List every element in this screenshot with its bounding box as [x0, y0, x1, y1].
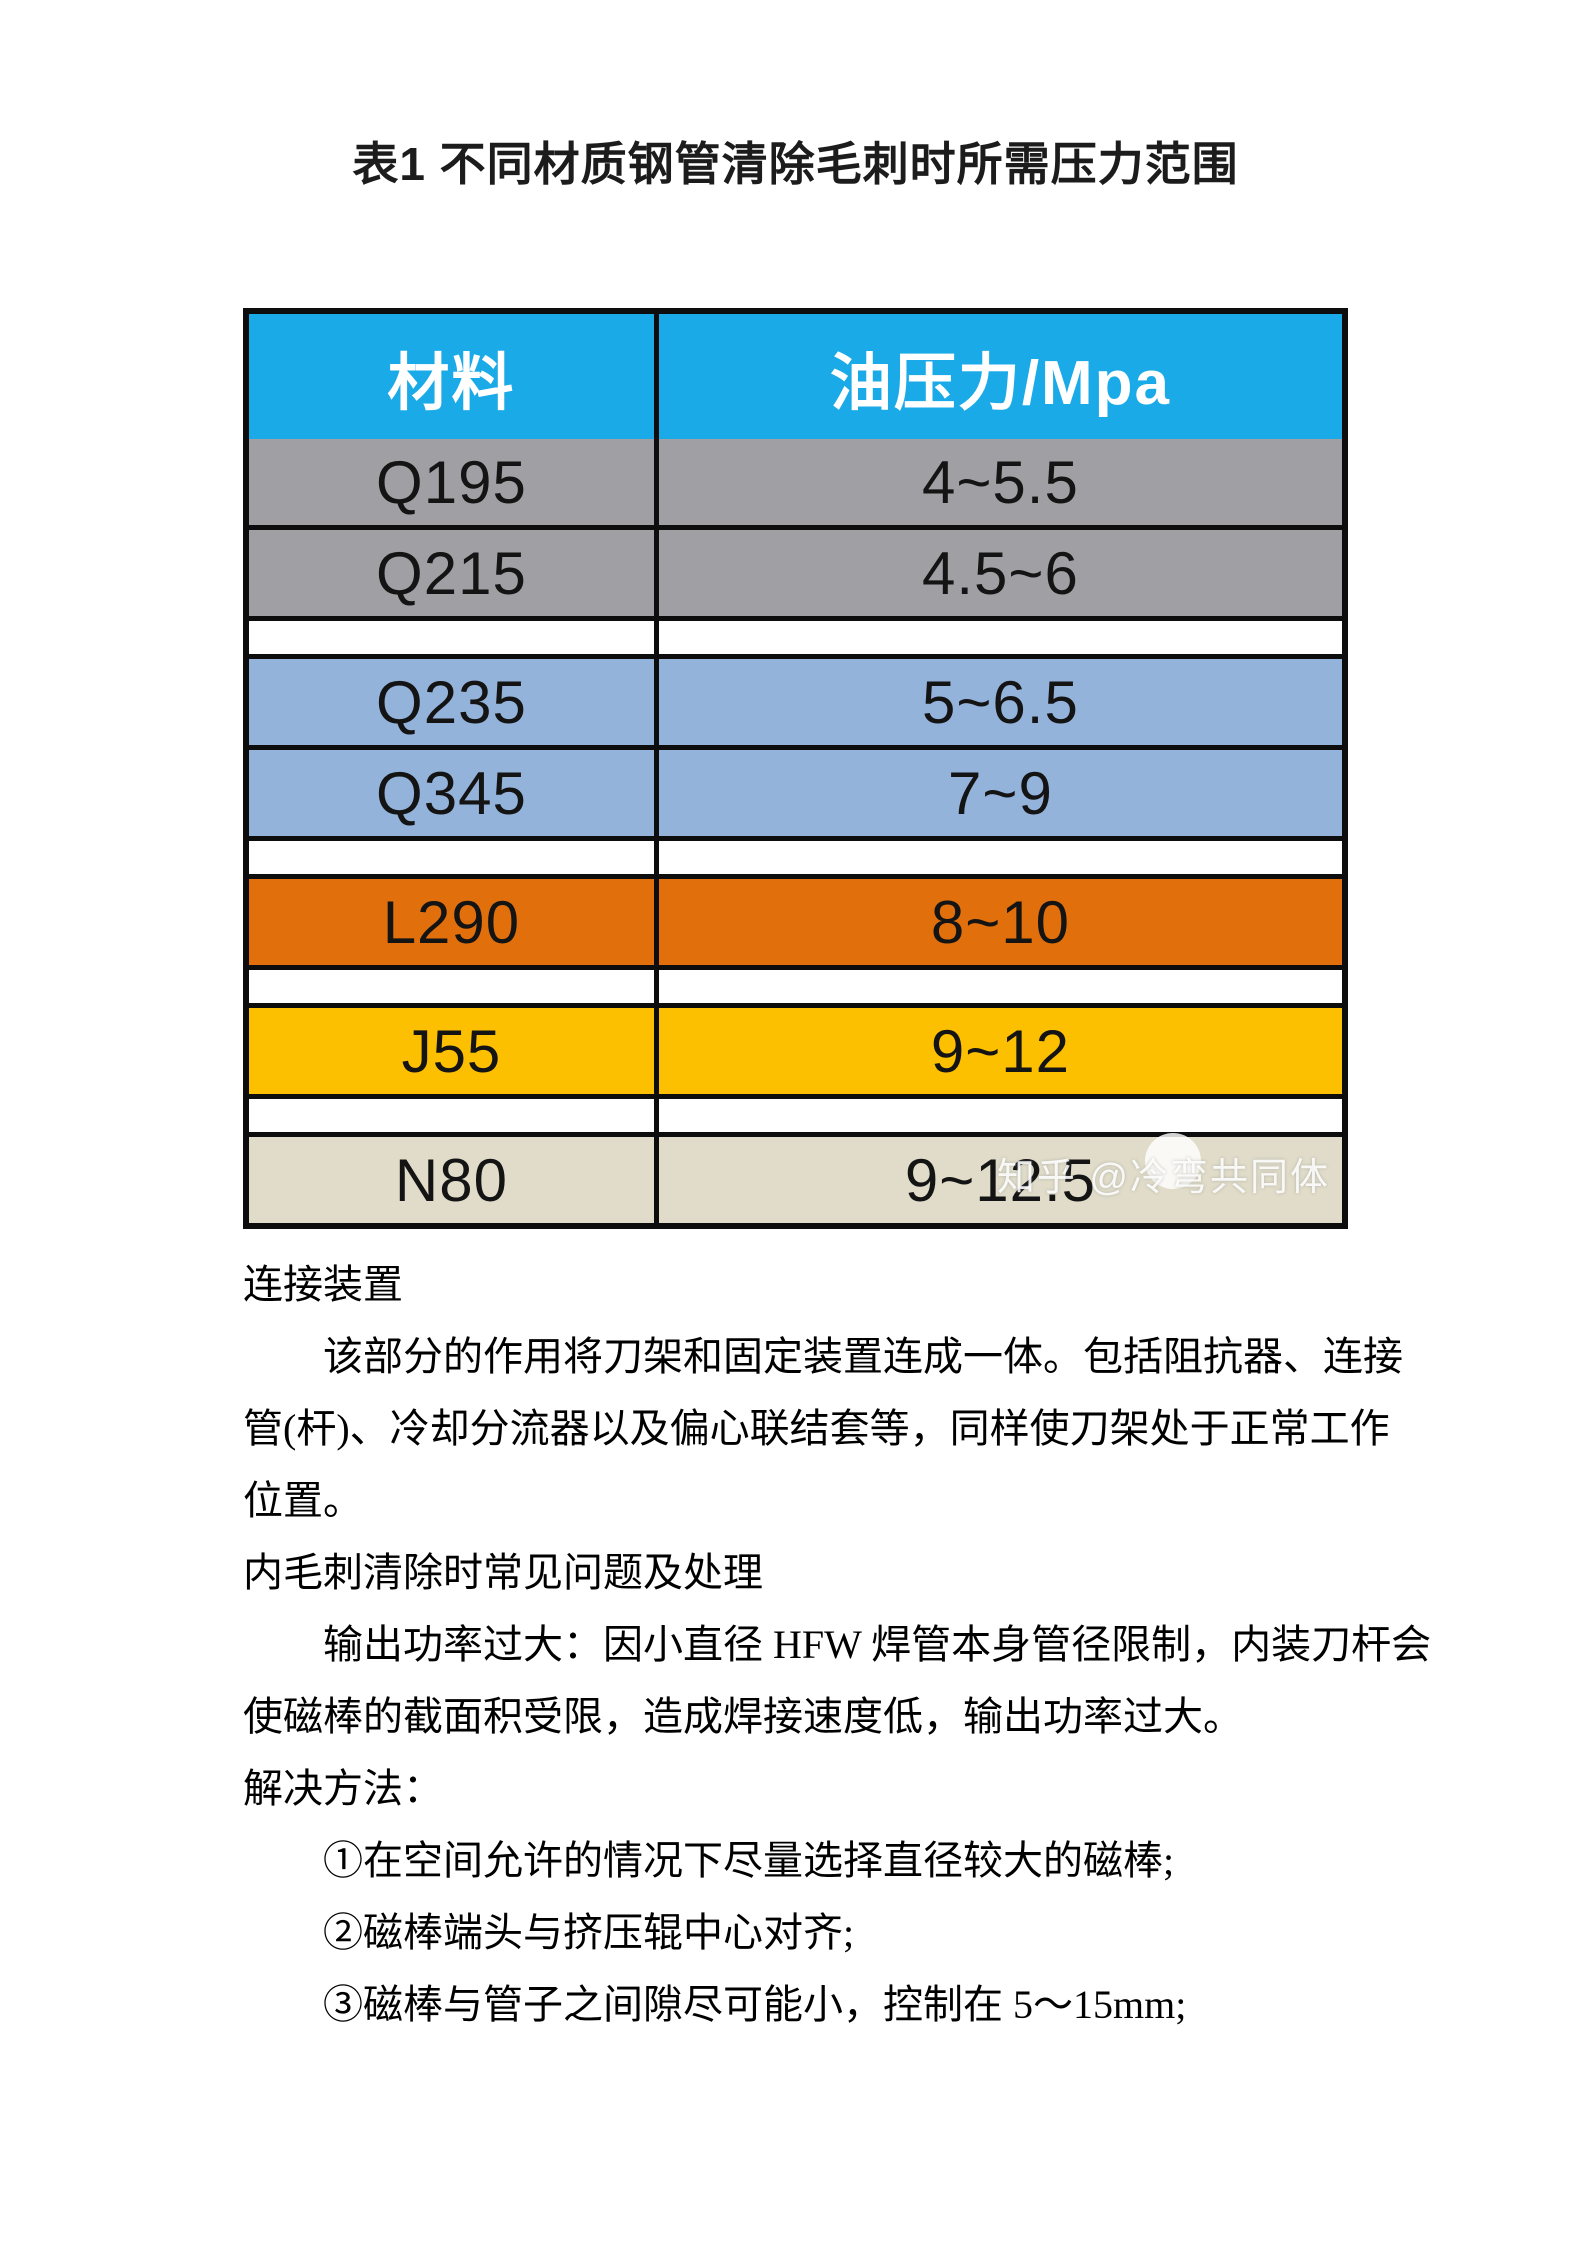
spacer-cell — [249, 1099, 659, 1132]
spacer-cell — [249, 621, 659, 654]
table-body: Q195 4~5.5 Q215 4.5~6 Q235 5~6.5 Q345 7~9 L290 8~… — [249, 439, 1342, 1223]
spacer-row — [249, 1094, 1342, 1132]
watermark-avatar-icon — [1144, 1133, 1201, 1189]
material-cell: J55 — [249, 1008, 659, 1094]
table-title: 表1 不同材质钢管清除毛刺时所需压力范围 — [352, 138, 1239, 190]
material-cell: N80 — [249, 1137, 659, 1223]
spacer-cell — [249, 841, 659, 874]
watermark-text: 知乎 @冷弯共同体 — [996, 1156, 1330, 1199]
spacer-row — [249, 836, 1342, 874]
header-cell-pressure: 油压力/Mpa — [829, 348, 1172, 418]
table-row: Q215 4.5~6 — [249, 525, 1342, 616]
material-cell: Q235 — [249, 659, 659, 745]
pressure-cell: 9~12 — [658, 1008, 1342, 1094]
table-row: Q345 7~9 — [249, 745, 1342, 836]
material-cell: Q195 — [249, 439, 659, 525]
body-text-line: 该部分的作用将刀架和固定装置连成一体。包括阻抗器、连接 — [323, 1334, 1403, 1379]
pressure-cell: 4.5~6 — [658, 530, 1342, 616]
spacer-cell — [659, 1099, 1342, 1132]
material-cell: Q215 — [249, 530, 659, 616]
material-cell: Q345 — [249, 750, 659, 836]
pressure-table: 材料 油压力/Mpa Q195 4~5.5 Q215 4.5~6 Q235 5~6.5 Q3… — [243, 308, 1348, 1229]
pressure-cell: 4~5.5 — [658, 439, 1342, 525]
body-text-line: ②磁棒端头与挤压辊中心对齐; — [323, 1910, 855, 1955]
body-text-line: 连接装置 — [243, 1262, 403, 1307]
body-text-line: ③磁棒与管子之间隙尽可能小，控制在 5～15mm; — [323, 1982, 1187, 2027]
pressure-cell: 5~6.5 — [658, 659, 1342, 745]
spacer-cell — [659, 970, 1342, 1003]
spacer-cell — [249, 970, 659, 1003]
body-text-line: 位置。 — [243, 1478, 363, 1523]
spacer-row — [249, 616, 1342, 654]
pressure-cell: 8~10 — [658, 879, 1342, 965]
body-text-line: 管(杆)、冷却分流器以及偏心联结套等，同样使刀架处于正常工作 — [243, 1406, 1390, 1451]
pressure-cell: 7~9 — [658, 750, 1342, 836]
zhihu-watermark: 知乎 @冷弯共同体 — [996, 1133, 1330, 1201]
body-text-line: 内毛刺清除时常见问题及处理 — [243, 1550, 763, 1595]
pressure-cell: 9~12.5 — [658, 1137, 1342, 1223]
body-text-line: 使磁棒的截面积受限，造成焊接速度低，输出功率过大。 — [243, 1694, 1243, 1739]
material-cell: L290 — [249, 879, 659, 965]
spacer-cell — [659, 621, 1342, 654]
spacer-row — [249, 965, 1342, 1003]
table-row: N80 9~12.5 — [249, 1132, 1342, 1223]
table-row: J55 9~12 — [249, 1003, 1342, 1094]
article-body: 连接装置该部分的作用将刀架和固定装置连成一体。包括阻抗器、连接管(杆)、冷却分流… — [243, 1249, 1432, 2041]
spacer-cell — [659, 841, 1342, 874]
header-cell-material: 材料 — [249, 314, 659, 439]
table-row: Q235 5~6.5 — [249, 654, 1342, 745]
table-header-row: 材料 油压力/Mpa — [249, 314, 1342, 439]
body-text-line: 输出功率过大：因小直径 HFW 焊管本身管径限制，内装刀杆会 — [323, 1622, 1432, 1667]
table-row: Q195 4~5.5 — [249, 439, 1342, 525]
table-row: L290 8~10 — [249, 874, 1342, 965]
body-text-line: ①在空间允许的情况下尽量选择直径较大的磁棒; — [323, 1838, 1175, 1883]
body-text-line: 解决方法： — [243, 1766, 443, 1811]
